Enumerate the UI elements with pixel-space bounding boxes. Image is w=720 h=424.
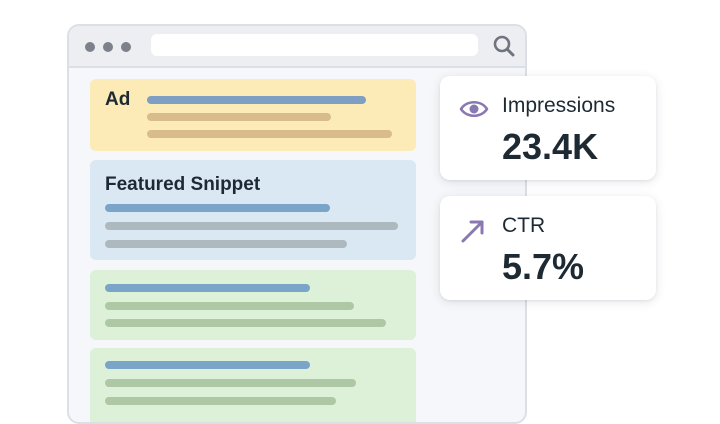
featured-snippet-title: Featured Snippet bbox=[105, 174, 261, 195]
snippet-line bbox=[105, 240, 347, 248]
organic-result-line bbox=[105, 284, 310, 292]
ctr-value: 5.7% bbox=[502, 246, 585, 287]
impressions-card: Impressions 23.4K bbox=[440, 76, 656, 180]
ctr-label: CTR bbox=[502, 214, 546, 237]
ad-result-title: Ad bbox=[105, 89, 131, 110]
organic-result-line bbox=[105, 361, 310, 369]
organic-result-line bbox=[105, 379, 356, 387]
organic-result[interactable] bbox=[90, 270, 416, 340]
window-control-dot[interactable] bbox=[121, 42, 131, 52]
ctr-card: CTR 5.7% bbox=[440, 196, 656, 300]
impressions-value: 23.4K bbox=[502, 126, 599, 167]
browser-titlebar bbox=[69, 26, 525, 68]
organic-result-line bbox=[105, 319, 386, 327]
ad-result-line bbox=[147, 113, 331, 121]
organic-result-line bbox=[105, 302, 354, 310]
impressions-label: Impressions bbox=[502, 94, 616, 117]
organic-result[interactable] bbox=[90, 348, 416, 422]
address-bar[interactable] bbox=[151, 34, 478, 56]
ad-result-line bbox=[147, 130, 392, 138]
search-icon[interactable] bbox=[491, 33, 517, 59]
featured-snippet-result[interactable]: Featured Snippet bbox=[90, 160, 416, 260]
snippet-line bbox=[105, 222, 398, 230]
window-control-dot[interactable] bbox=[85, 42, 95, 52]
window-control-dot[interactable] bbox=[103, 42, 113, 52]
arrow-up-right-icon bbox=[458, 214, 494, 244]
eye-icon bbox=[458, 94, 494, 124]
organic-result-line bbox=[105, 397, 336, 405]
ad-result-line bbox=[147, 96, 366, 104]
snippet-line bbox=[105, 204, 330, 212]
ad-result[interactable]: Ad bbox=[90, 79, 416, 151]
